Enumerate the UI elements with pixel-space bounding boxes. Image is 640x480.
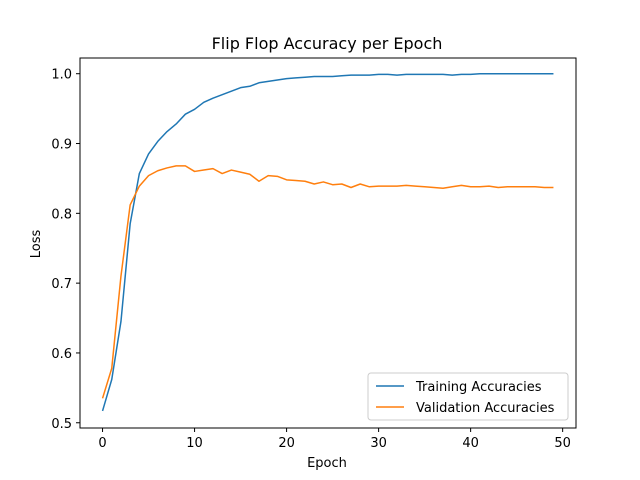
- x-tick-label: 30: [370, 436, 387, 451]
- legend-box: [367, 372, 569, 421]
- x-tick-label: 10: [186, 436, 203, 451]
- chart-title: Flip Flop Accuracy per Epoch: [212, 34, 443, 53]
- legend-label-training: Training Accuracies: [415, 380, 542, 395]
- x-axis-ticks: 0 10 20 30 40 50: [98, 428, 571, 451]
- plot-frame: [79, 57, 577, 429]
- y-tick-label: 0.8: [51, 207, 72, 222]
- legend-label-validation: Validation Accuracies: [416, 401, 555, 416]
- y-tick-label: 0.5: [51, 417, 72, 432]
- x-tick-label: 20: [278, 436, 295, 451]
- x-tick-label: 40: [462, 436, 479, 451]
- y-tick-label: 0.7: [51, 277, 72, 292]
- y-tick-label: 0.9: [51, 138, 72, 153]
- y-tick-label: 0.6: [51, 347, 72, 362]
- x-tick-label: 0: [98, 436, 106, 451]
- y-tick-label: 1.0: [51, 68, 72, 83]
- validation-accuracy-line: [101, 165, 554, 399]
- legend: Training Accuracies Validation Accuracie…: [367, 372, 569, 421]
- y-axis-label: Loss: [29, 230, 44, 259]
- series-lines: [101, 72, 554, 412]
- x-axis-label: Epoch: [307, 456, 347, 471]
- training-accuracy-line: [101, 72, 554, 412]
- x-tick-label: 50: [554, 436, 571, 451]
- y-axis-ticks: 0.5 0.6 0.7 0.8 0.9 1.0: [51, 68, 80, 432]
